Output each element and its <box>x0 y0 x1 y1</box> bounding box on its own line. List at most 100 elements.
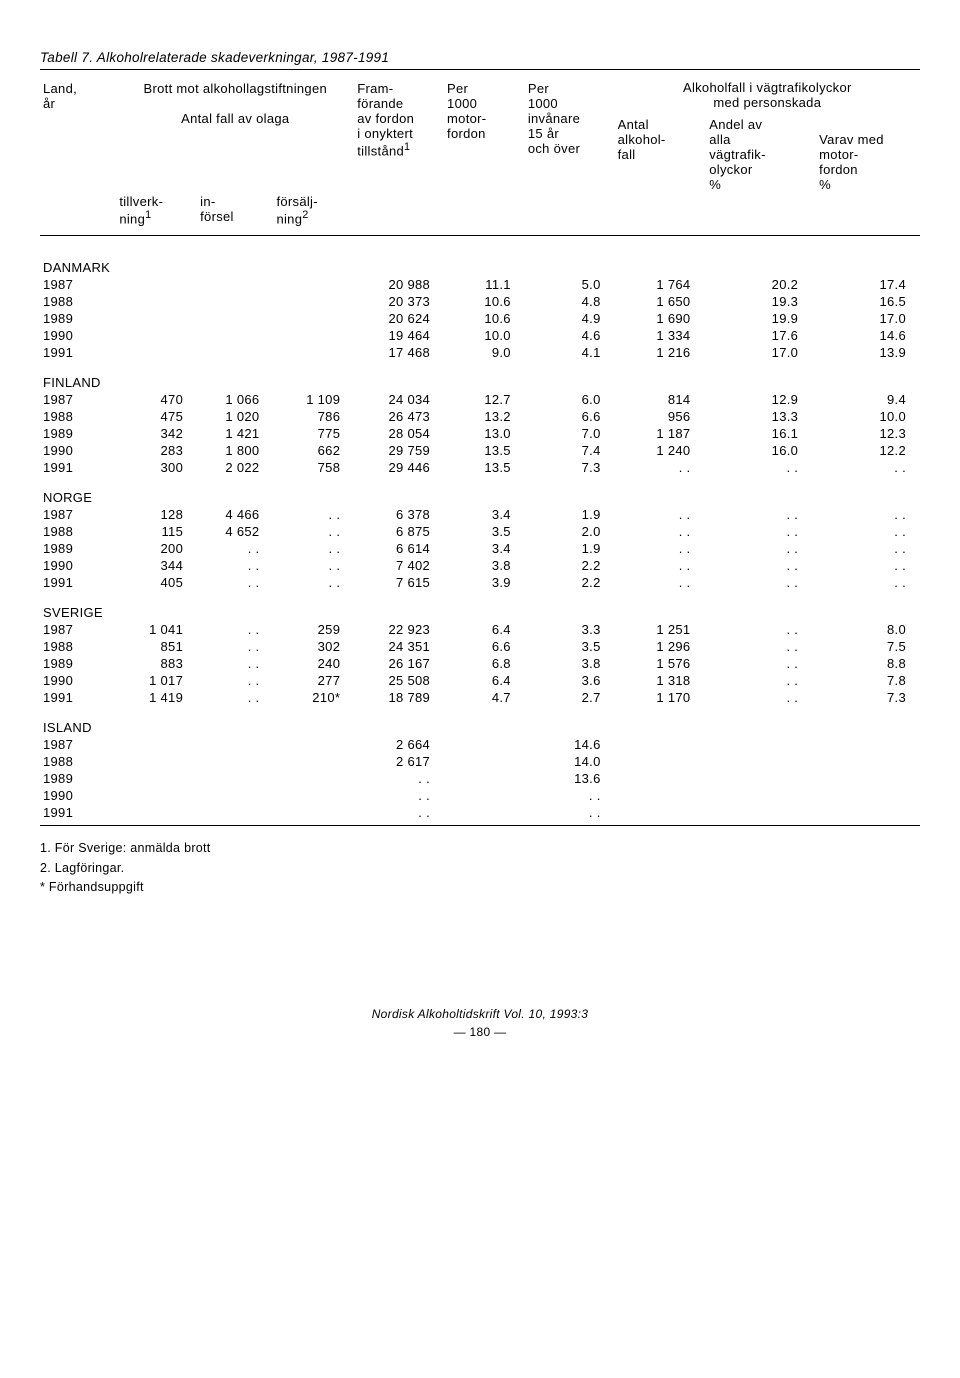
cell <box>273 770 354 787</box>
cell <box>197 804 273 821</box>
page-number: — 180 — <box>40 1025 920 1039</box>
cell <box>615 804 705 821</box>
cell: 1 318 <box>615 672 705 689</box>
table-row: 19913002 02275829 44613.57.3. .. .. . <box>40 459 920 476</box>
cell: 470 <box>116 391 197 408</box>
cell: 7.4 <box>525 442 615 459</box>
cell: 19 464 <box>354 327 444 344</box>
cell: . . <box>704 523 812 540</box>
cell: . . <box>704 621 812 638</box>
cell: 4 652 <box>197 523 273 540</box>
table-row: 199019 46410.04.61 33417.614.6 <box>40 327 920 344</box>
rule-top <box>40 69 920 70</box>
cell: . . <box>615 540 705 557</box>
table-row: 19871284 466. .6 3783.41.9. .. .. . <box>40 506 920 523</box>
cell: 10.0 <box>444 327 525 344</box>
cell: 1988 <box>40 638 116 655</box>
cell: 1991 <box>40 689 116 706</box>
cell: . . <box>273 557 354 574</box>
data-table-body: DANMARK198720 98811.15.01 76420.217.4198… <box>40 246 920 821</box>
cell: 1991 <box>40 574 116 591</box>
cell: 16.0 <box>704 442 812 459</box>
cell <box>812 736 920 753</box>
cell <box>197 293 273 310</box>
hdr-land: Land, år <box>40 80 116 193</box>
cell: 1 576 <box>615 655 705 672</box>
section-header: SVERIGE <box>40 591 920 621</box>
cell: 13.3 <box>704 408 812 425</box>
cell: 1 251 <box>615 621 705 638</box>
table-row: 19893421 42177528 05413.07.01 18716.112.… <box>40 425 920 442</box>
cell: . . <box>525 787 615 804</box>
cell <box>116 753 197 770</box>
cell: 1 170 <box>615 689 705 706</box>
cell <box>273 753 354 770</box>
cell: . . <box>197 638 273 655</box>
cell <box>615 770 705 787</box>
cell: 1991 <box>40 804 116 821</box>
cell: 1 187 <box>615 425 705 442</box>
cell: 19.9 <box>704 310 812 327</box>
cell: 210* <box>273 689 354 706</box>
cell: 758 <box>273 459 354 476</box>
cell <box>812 787 920 804</box>
cell: 6 614 <box>354 540 444 557</box>
hdr-alkfall-group: Alkoholfall i vägtrafikolyckor med perso… <box>615 80 920 193</box>
cell: 1 334 <box>615 327 705 344</box>
cell: . . <box>273 506 354 523</box>
cell <box>444 753 525 770</box>
cell: . . <box>704 672 812 689</box>
hdr-forsalj: försälj- ning2 <box>273 193 354 227</box>
cell: 26 167 <box>354 655 444 672</box>
cell <box>116 770 197 787</box>
cell: 7 615 <box>354 574 444 591</box>
table-row: 1989200. .. .6 6143.41.9. .. .. . <box>40 540 920 557</box>
cell: 1990 <box>40 672 116 689</box>
cell: . . <box>812 574 920 591</box>
cell <box>197 310 273 327</box>
cell: 10.6 <box>444 310 525 327</box>
cell: . . <box>704 689 812 706</box>
cell: 3.4 <box>444 540 525 557</box>
table-row: 1989. .13.6 <box>40 770 920 787</box>
cell: 1989 <box>40 770 116 787</box>
cell: 10.6 <box>444 293 525 310</box>
rule-bottom <box>40 825 920 826</box>
table-row: 19901 017. .27725 5086.43.61 318. .7.8 <box>40 672 920 689</box>
cell: 26 473 <box>354 408 444 425</box>
cell: 13.5 <box>444 442 525 459</box>
cell: 1988 <box>40 293 116 310</box>
cell: 7.5 <box>812 638 920 655</box>
section-header: DANMARK <box>40 246 920 276</box>
footnote-3: * Förhandsuppgift <box>40 879 920 897</box>
table-title: Tabell 7. Alkoholrelaterade skadeverknin… <box>40 50 920 65</box>
cell: 7.3 <box>812 689 920 706</box>
cell: . . <box>704 506 812 523</box>
cell: 2 664 <box>354 736 444 753</box>
cell: . . <box>812 459 920 476</box>
cell: 6.0 <box>525 391 615 408</box>
table-row: 19902831 80066229 75913.57.41 24016.012.… <box>40 442 920 459</box>
section-header: ISLAND <box>40 706 920 736</box>
cell: 6 378 <box>354 506 444 523</box>
cell: 6 875 <box>354 523 444 540</box>
cell: 13.5 <box>444 459 525 476</box>
cell: 3.5 <box>525 638 615 655</box>
cell: 3.5 <box>444 523 525 540</box>
cell <box>273 736 354 753</box>
cell: 4.6 <box>525 327 615 344</box>
cell <box>615 736 705 753</box>
section-header: NORGE <box>40 476 920 506</box>
cell <box>273 310 354 327</box>
cell: 4.8 <box>525 293 615 310</box>
table-row: 19871 041. .25922 9236.43.31 251. .8.0 <box>40 621 920 638</box>
cell: 1 041 <box>116 621 197 638</box>
cell: 4.9 <box>525 310 615 327</box>
cell: 6.6 <box>525 408 615 425</box>
cell: 1987 <box>40 621 116 638</box>
hdr-brott: Brott mot alkohollagstiftningen Antal fa… <box>116 80 354 193</box>
cell: 3.3 <box>525 621 615 638</box>
cell: . . <box>525 804 615 821</box>
cell: . . <box>197 574 273 591</box>
cell <box>704 736 812 753</box>
